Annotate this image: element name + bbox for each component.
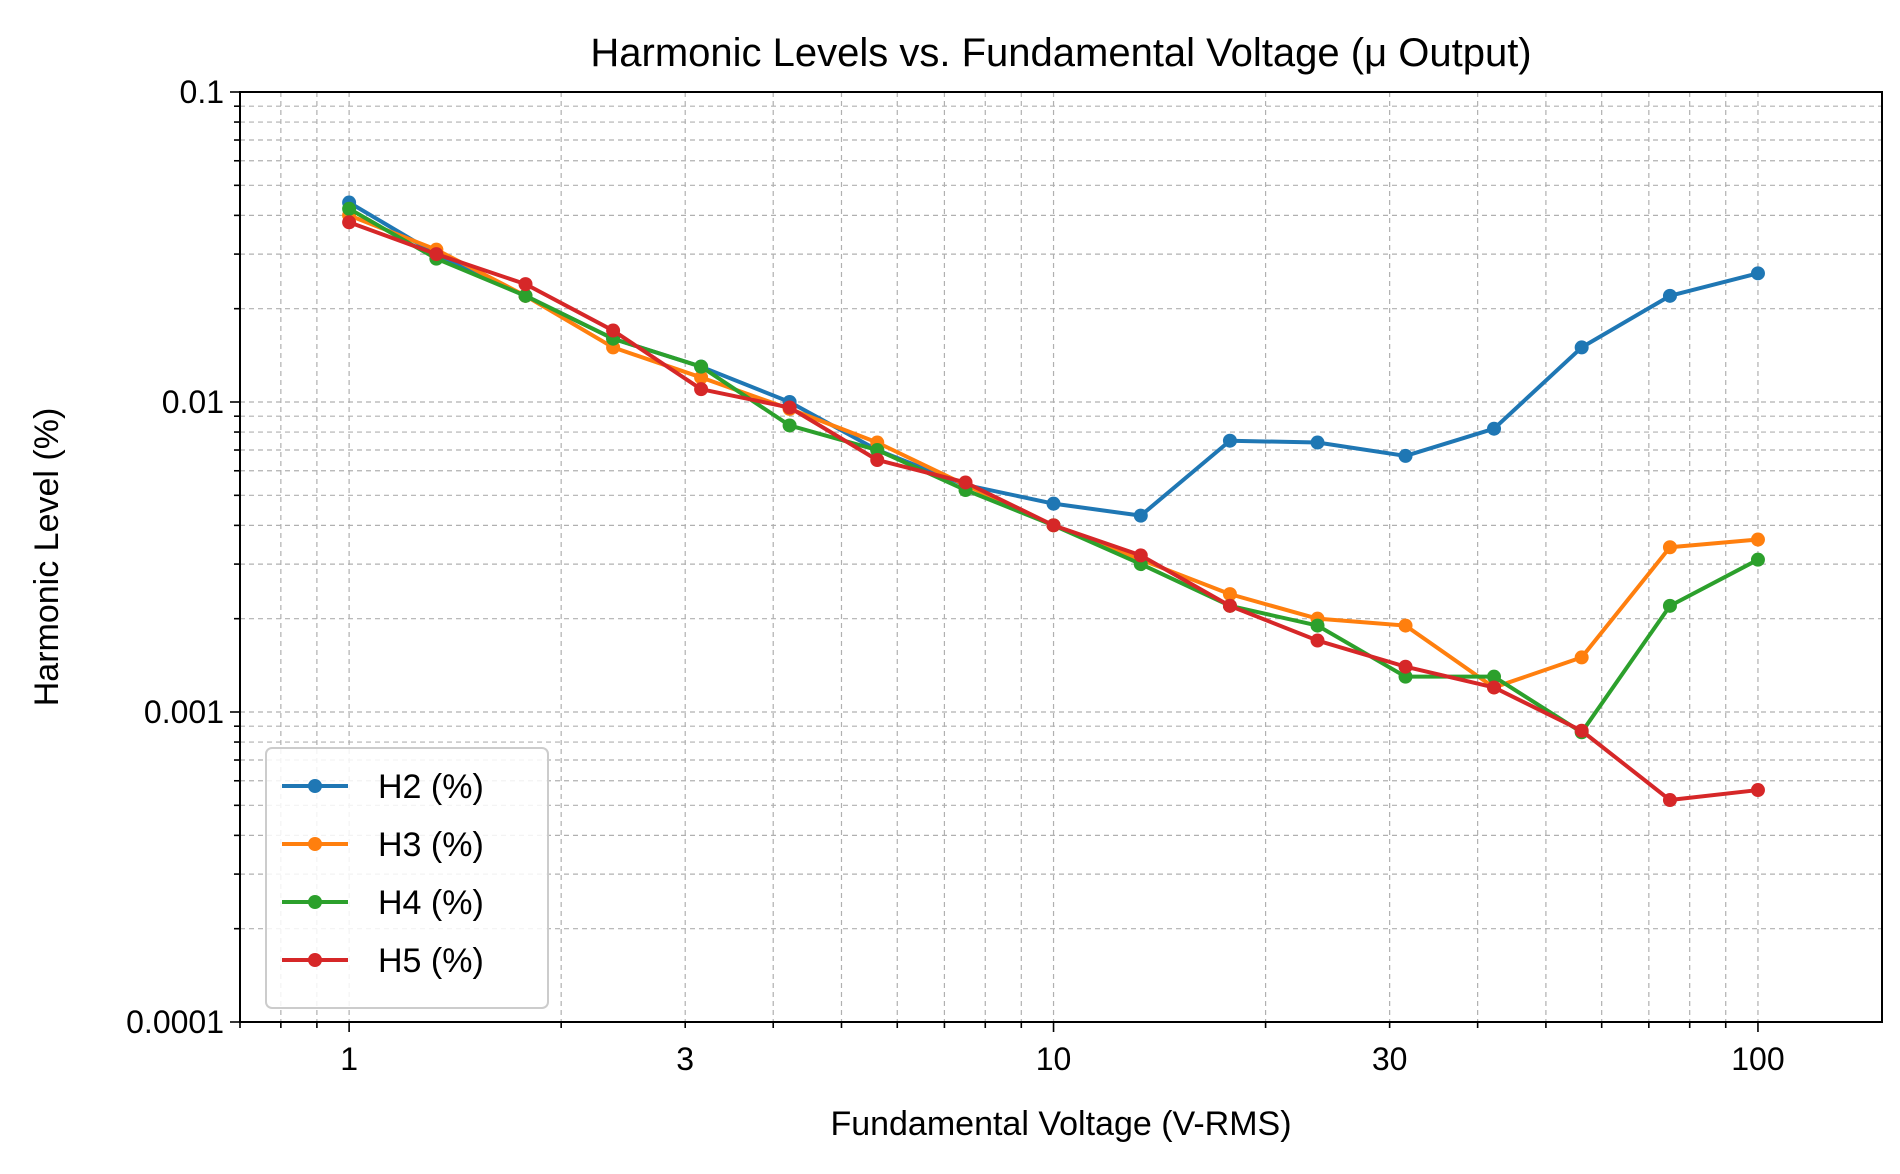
legend-marker bbox=[308, 837, 322, 851]
data-point bbox=[1487, 669, 1502, 684]
y-tick-label: 0.1 bbox=[180, 74, 224, 110]
data-point bbox=[429, 247, 444, 262]
data-point bbox=[1487, 421, 1502, 436]
y-tick-label: 0.001 bbox=[144, 694, 224, 730]
data-point bbox=[1398, 659, 1413, 674]
legend-marker bbox=[308, 895, 322, 909]
data-point bbox=[694, 382, 709, 397]
data-point bbox=[1574, 723, 1589, 738]
data-point bbox=[1046, 496, 1061, 511]
legend-item: H2 (%) bbox=[282, 768, 484, 806]
x-tick-label: 3 bbox=[676, 1041, 694, 1077]
data-point bbox=[694, 359, 709, 374]
data-point bbox=[1487, 680, 1502, 695]
data-point bbox=[1310, 435, 1325, 450]
y-tick-label: 0.01 bbox=[162, 384, 224, 420]
x-tick-label: 1 bbox=[340, 1041, 358, 1077]
legend: H2 (%) H3 (%) H4 (%) H5 (%) bbox=[265, 747, 549, 1009]
data-point bbox=[1750, 552, 1765, 567]
legend-item: H5 (%) bbox=[282, 942, 484, 980]
data-point bbox=[1398, 448, 1413, 463]
legend-box bbox=[265, 747, 549, 1009]
data-point bbox=[1750, 783, 1765, 798]
legend-label: H2 (%) bbox=[378, 768, 484, 806]
legend-marker bbox=[308, 953, 322, 967]
data-point bbox=[1310, 618, 1325, 633]
data-point bbox=[870, 443, 885, 458]
data-point bbox=[518, 288, 533, 303]
plot-frame bbox=[239, 91, 1883, 1023]
x-tick-label: 30 bbox=[1372, 1041, 1408, 1077]
plot-series bbox=[342, 195, 1765, 808]
legend-label: H5 (%) bbox=[378, 942, 484, 980]
data-point bbox=[1662, 540, 1677, 555]
x-tick-label: 100 bbox=[1731, 1041, 1784, 1077]
data-point bbox=[606, 323, 621, 338]
chart-title: Harmonic Levels vs. Fundamental Voltage … bbox=[590, 31, 1531, 75]
data-point bbox=[1133, 548, 1148, 563]
data-point bbox=[1750, 532, 1765, 547]
legend-label: H3 (%) bbox=[378, 826, 484, 864]
x-axis-label: Fundamental Voltage (V-RMS) bbox=[830, 1105, 1291, 1143]
data-point bbox=[1574, 340, 1589, 355]
y-axis-label: Harmonic Level (%) bbox=[28, 408, 66, 707]
data-point bbox=[1222, 587, 1237, 602]
data-point bbox=[1750, 266, 1765, 281]
data-point bbox=[342, 215, 357, 230]
data-point bbox=[1662, 793, 1677, 808]
data-point bbox=[694, 370, 709, 385]
axis-ticks: 1 3 10 30 100 0.0001 0.001 0.01 0.1 bbox=[126, 74, 1785, 1077]
data-point bbox=[1574, 650, 1589, 665]
x-tick-label: 10 bbox=[1036, 1041, 1072, 1077]
legend-item: H3 (%) bbox=[282, 826, 484, 864]
data-point bbox=[958, 475, 973, 490]
y-tick-label: 0.0001 bbox=[126, 1004, 224, 1040]
data-point bbox=[518, 277, 533, 292]
data-point bbox=[1310, 633, 1325, 648]
legend-marker bbox=[308, 779, 322, 793]
data-point bbox=[1662, 598, 1677, 613]
legend-label: H4 (%) bbox=[378, 884, 484, 922]
data-point bbox=[342, 201, 357, 216]
data-point bbox=[1222, 598, 1237, 613]
data-point bbox=[1222, 433, 1237, 448]
legend-item: H4 (%) bbox=[282, 884, 484, 922]
data-point bbox=[1046, 518, 1061, 533]
data-point bbox=[1662, 288, 1677, 303]
data-point bbox=[1133, 508, 1148, 523]
data-point bbox=[782, 418, 797, 433]
data-point bbox=[782, 400, 797, 415]
data-point bbox=[1398, 618, 1413, 633]
data-point bbox=[1398, 669, 1413, 684]
series-5-group bbox=[342, 215, 1765, 808]
data-point bbox=[870, 452, 885, 467]
